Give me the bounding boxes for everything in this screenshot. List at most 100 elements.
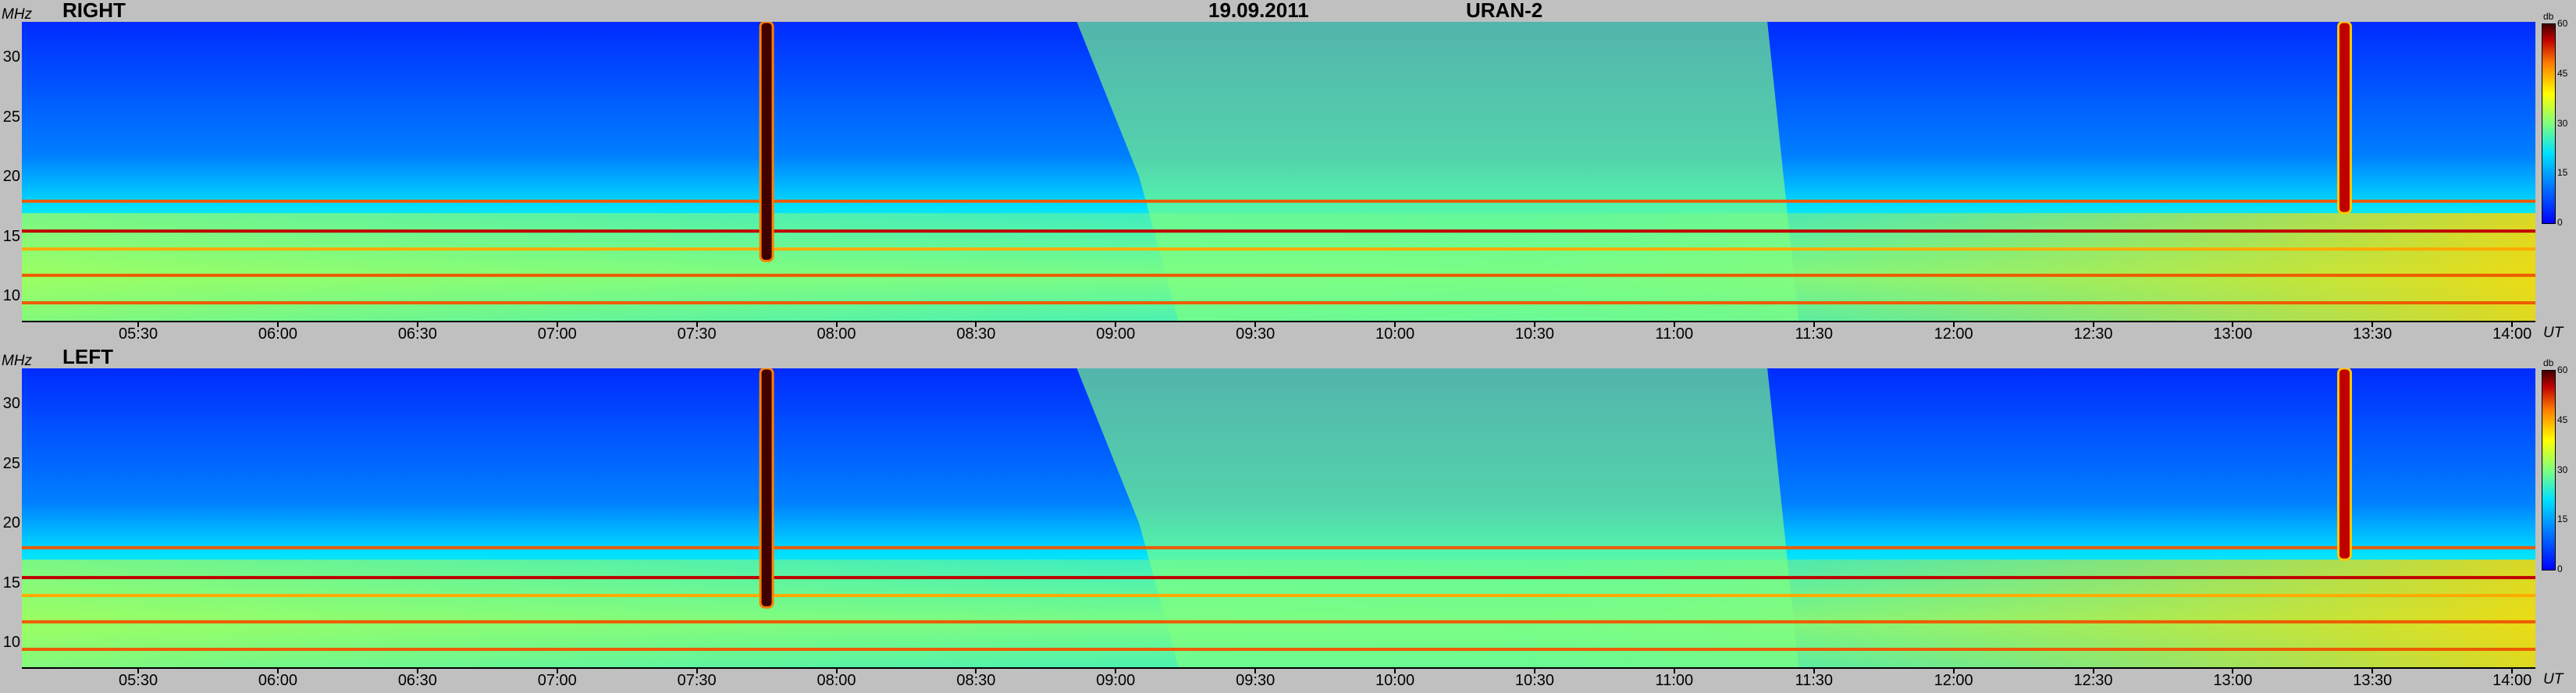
- x-tick-mark: [1673, 667, 1675, 673]
- colorbar: [2542, 370, 2556, 570]
- x-tick-mark: [696, 667, 698, 673]
- x-tick-label: 06:30: [397, 325, 437, 343]
- x-tick-mark: [1952, 321, 1955, 327]
- x-tick-mark: [2511, 321, 2514, 327]
- x-tick-label: 07:30: [677, 672, 717, 689]
- y-unit-label: MHz: [2, 6, 33, 23]
- y-tick-label: 15: [2, 227, 20, 245]
- radio-burst: [759, 22, 774, 262]
- x-tick-label: 12:30: [2073, 672, 2113, 689]
- y-tick-label: 20: [2, 514, 20, 532]
- x-tick-label: 11:30: [1795, 325, 1834, 343]
- spectrogram-canvas: [22, 368, 2535, 667]
- x-tick-mark: [1115, 321, 1117, 327]
- x-tick-label: 14:00: [2492, 325, 2532, 343]
- x-tick-label: 11:30: [1795, 672, 1834, 689]
- radio-burst: [2337, 368, 2353, 561]
- x-tick-mark: [1952, 667, 1955, 673]
- x-tick-label: 09:00: [1096, 325, 1136, 343]
- x-tick-label: 11:00: [1655, 672, 1694, 689]
- y-tick-label: 25: [2, 454, 20, 472]
- x-tick-mark: [1254, 667, 1257, 673]
- x-tick-mark: [1115, 667, 1117, 673]
- x-tick-label: 12:00: [1934, 672, 1973, 689]
- colorbar-tick-label: 15: [2557, 514, 2568, 525]
- x-tick-mark: [137, 321, 140, 327]
- broadband-emission: [1076, 368, 1799, 667]
- instrument-name: URAN-2: [1466, 0, 1543, 22]
- x-tick-label: 07:00: [537, 325, 577, 343]
- y-tick-label: 15: [2, 574, 20, 592]
- colorbar-title: db: [2543, 11, 2554, 22]
- x-tick-mark: [137, 667, 140, 673]
- colorbar-tick-label: 30: [2557, 464, 2568, 475]
- interference-band: [22, 247, 2535, 251]
- spectrogram-canvas: [22, 22, 2535, 321]
- x-tick-mark: [276, 667, 279, 673]
- y-tick-label: 25: [2, 108, 20, 126]
- colorbar-tick-label: 60: [2557, 364, 2568, 375]
- x-tick-label: 11:00: [1655, 325, 1694, 343]
- x-tick-mark: [1533, 321, 1535, 327]
- colorbar-tick-label: 0: [2557, 563, 2563, 574]
- x-tick-label: 12:00: [1934, 325, 1973, 343]
- interference-band: [22, 576, 2535, 580]
- x-tick-mark: [1394, 667, 1397, 673]
- y-tick-label: 30: [2, 48, 20, 66]
- y-tick-label: 30: [2, 394, 20, 412]
- x-tick-mark: [556, 321, 558, 327]
- x-tick-label: 13:00: [2213, 672, 2253, 689]
- x-tick-mark: [2232, 321, 2234, 327]
- x-tick-label: 05:30: [119, 672, 158, 689]
- x-tick-mark: [416, 667, 418, 673]
- x-tick-mark: [2371, 321, 2374, 327]
- x-tick-label: 13:30: [2353, 325, 2393, 343]
- x-tick-mark: [835, 321, 838, 327]
- radio-burst: [2337, 22, 2353, 215]
- x-tick-mark: [2092, 321, 2094, 327]
- x-tick-mark: [276, 321, 279, 327]
- x-tick-label: 14:00: [2492, 672, 2532, 689]
- x-tick-mark: [1533, 667, 1535, 673]
- x-tick-mark: [2232, 667, 2234, 673]
- colorbar-tick-label: 0: [2557, 217, 2563, 228]
- x-tick-label: 12:30: [2073, 325, 2113, 343]
- interference-band: [22, 620, 2535, 624]
- y-tick-label: 20: [2, 168, 20, 186]
- x-tick-label: 09:30: [1236, 325, 1276, 343]
- x-tick-label: 09:00: [1096, 672, 1136, 689]
- colorbar-tick-label: 45: [2557, 67, 2568, 79]
- x-tick-mark: [2511, 667, 2514, 673]
- x-tick-label: 08:00: [817, 672, 856, 689]
- colorbar-tick-label: 45: [2557, 414, 2568, 425]
- colorbar-tick-label: 15: [2557, 167, 2568, 179]
- interference-band: [22, 648, 2535, 652]
- x-tick-mark: [975, 321, 977, 327]
- x-axis-line: [22, 667, 2535, 669]
- y-tick-label: 10: [2, 634, 20, 652]
- interference-band: [22, 229, 2535, 233]
- x-tick-mark: [1673, 321, 1675, 327]
- x-tick-mark: [1254, 321, 1257, 327]
- x-tick-mark: [416, 321, 418, 327]
- x-tick-label: 08:30: [956, 672, 996, 689]
- x-tick-label: 06:00: [258, 325, 297, 343]
- interference-band: [22, 273, 2535, 277]
- x-unit-label: UT: [2543, 671, 2564, 688]
- x-tick-label: 10:30: [1514, 325, 1554, 343]
- interference-band: [22, 546, 2535, 549]
- x-tick-label: 10:00: [1375, 672, 1415, 689]
- radio-burst: [759, 368, 774, 609]
- colorbar-tick-label: 30: [2557, 117, 2568, 129]
- colorbar-tick-label: 60: [2557, 18, 2568, 29]
- interference-band: [22, 594, 2535, 598]
- x-axis-line: [22, 321, 2535, 322]
- x-unit-label: UT: [2543, 325, 2564, 341]
- spectrogram-right: [22, 22, 2535, 321]
- x-tick-mark: [835, 667, 838, 673]
- x-tick-mark: [696, 321, 698, 327]
- x-tick-label: 05:30: [119, 325, 158, 343]
- observation-date: 19.09.2011: [1208, 0, 1309, 22]
- broadband-emission: [1076, 22, 1799, 321]
- panel-label-left: LEFT: [62, 345, 113, 368]
